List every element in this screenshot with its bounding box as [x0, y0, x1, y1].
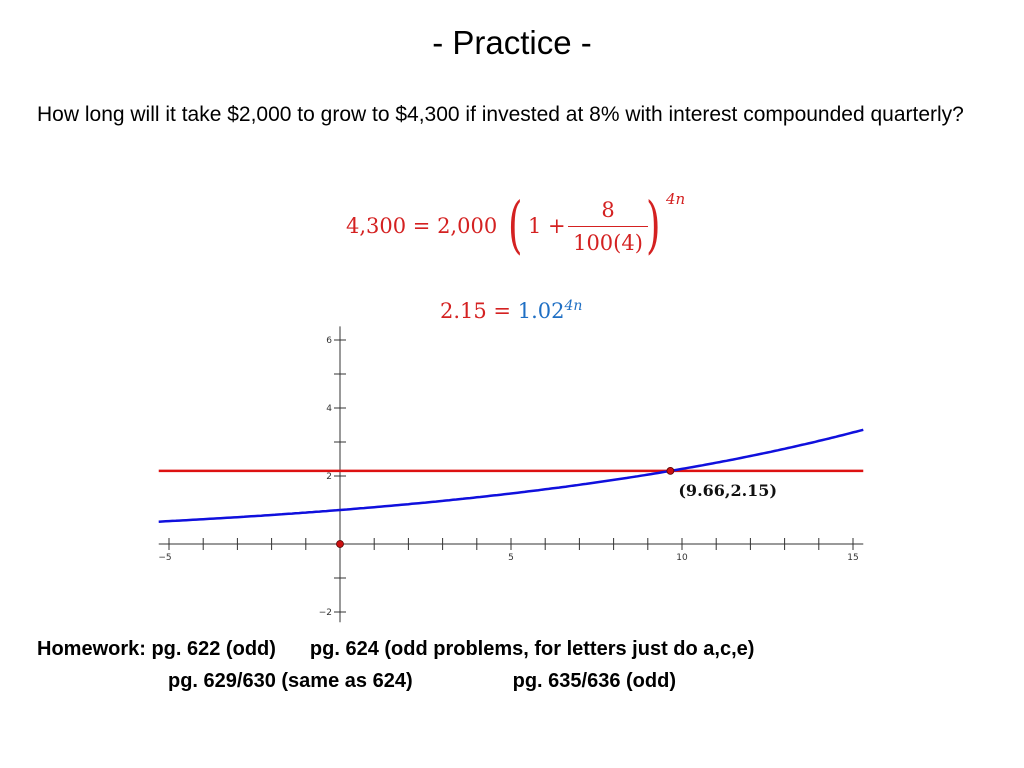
right-paren: ) [646, 188, 661, 261]
plot-area [158, 428, 864, 548]
fraction-denominator: 100(4) [573, 231, 643, 255]
x-tick-label: 10 [676, 553, 688, 563]
graph: −5 5 10 15 6 4 2 −2 (9.66,2.15) [158, 326, 864, 623]
left-paren: ( [508, 188, 523, 261]
equation2-base: 1.02 [517, 299, 565, 323]
fraction-bar [568, 226, 648, 227]
homework-line-1: Homework: pg. 622 (odd) pg. 624 (odd prob… [37, 638, 754, 661]
y-tick-label: 4 [326, 404, 332, 414]
ticks: −5 5 10 15 6 4 2 −2 [158, 336, 858, 618]
curve-1-02-4n [158, 428, 864, 523]
equation-lhs: 4,300 = 2,000 [346, 214, 498, 238]
equation-compound-interest: 4,300 = 2,000 ( 1 + 8 100(4) ) 4n [346, 188, 706, 272]
page-title: - Practice - [432, 24, 592, 61]
equation-exponent: 4n [666, 190, 686, 208]
homework-pg635: pg. 635/636 (odd) [512, 670, 676, 692]
axes [158, 326, 864, 623]
y-tick-label: 6 [326, 336, 332, 346]
x-tick-label: 15 [847, 553, 858, 563]
x-tick-label: −5 [158, 553, 171, 563]
homework-pg624: pg. 624 (odd problems, for letters just … [309, 638, 755, 660]
equation2-exponent: 4n [564, 298, 583, 314]
fraction: 8 100(4) [568, 196, 648, 257]
y-tick-label: 2 [326, 472, 332, 482]
question-text: How long will it take $2,000 to grow to … [37, 103, 964, 126]
equation-simplified: 2.15 = 1.024n [440, 298, 582, 323]
intersection-point [666, 466, 675, 475]
homework-line-2: pg. 629/630 (same as 624) pg. 635/636 (od… [168, 670, 676, 693]
equation2-lhs: 2.15 = [440, 299, 512, 323]
x-tick-label: 5 [508, 553, 514, 563]
fraction-numerator: 8 [601, 198, 615, 222]
equation-one-plus: 1 + [528, 214, 566, 238]
intersection-label: (9.66,2.15) [678, 481, 777, 500]
homework-pg629: pg. 629/630 (same as 624) [168, 670, 413, 692]
origin-point [336, 540, 344, 548]
homework-pg622: Homework: pg. 622 (odd) [37, 638, 276, 660]
y-tick-label: −2 [319, 608, 332, 618]
